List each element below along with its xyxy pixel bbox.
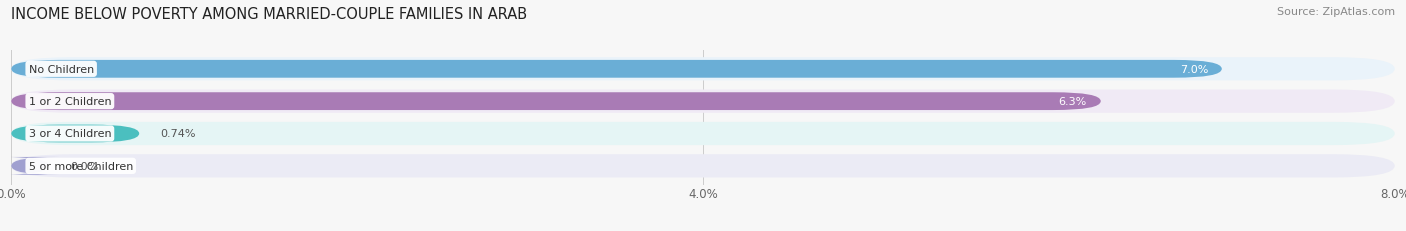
FancyBboxPatch shape [11, 155, 1395, 178]
FancyBboxPatch shape [11, 90, 1395, 113]
Text: 0.74%: 0.74% [160, 129, 195, 139]
Text: 3 or 4 Children: 3 or 4 Children [28, 129, 111, 139]
FancyBboxPatch shape [1, 157, 59, 175]
FancyBboxPatch shape [11, 93, 1101, 111]
Text: 0.0%: 0.0% [70, 161, 98, 171]
Text: No Children: No Children [28, 64, 94, 74]
FancyBboxPatch shape [11, 125, 139, 143]
Text: 6.3%: 6.3% [1059, 97, 1087, 107]
Text: INCOME BELOW POVERTY AMONG MARRIED-COUPLE FAMILIES IN ARAB: INCOME BELOW POVERTY AMONG MARRIED-COUPL… [11, 7, 527, 22]
FancyBboxPatch shape [11, 122, 1395, 146]
Text: Source: ZipAtlas.com: Source: ZipAtlas.com [1277, 7, 1395, 17]
Text: 1 or 2 Children: 1 or 2 Children [28, 97, 111, 107]
Text: 7.0%: 7.0% [1180, 64, 1208, 74]
FancyBboxPatch shape [11, 58, 1395, 81]
Text: 5 or more Children: 5 or more Children [28, 161, 134, 171]
FancyBboxPatch shape [11, 61, 1222, 78]
